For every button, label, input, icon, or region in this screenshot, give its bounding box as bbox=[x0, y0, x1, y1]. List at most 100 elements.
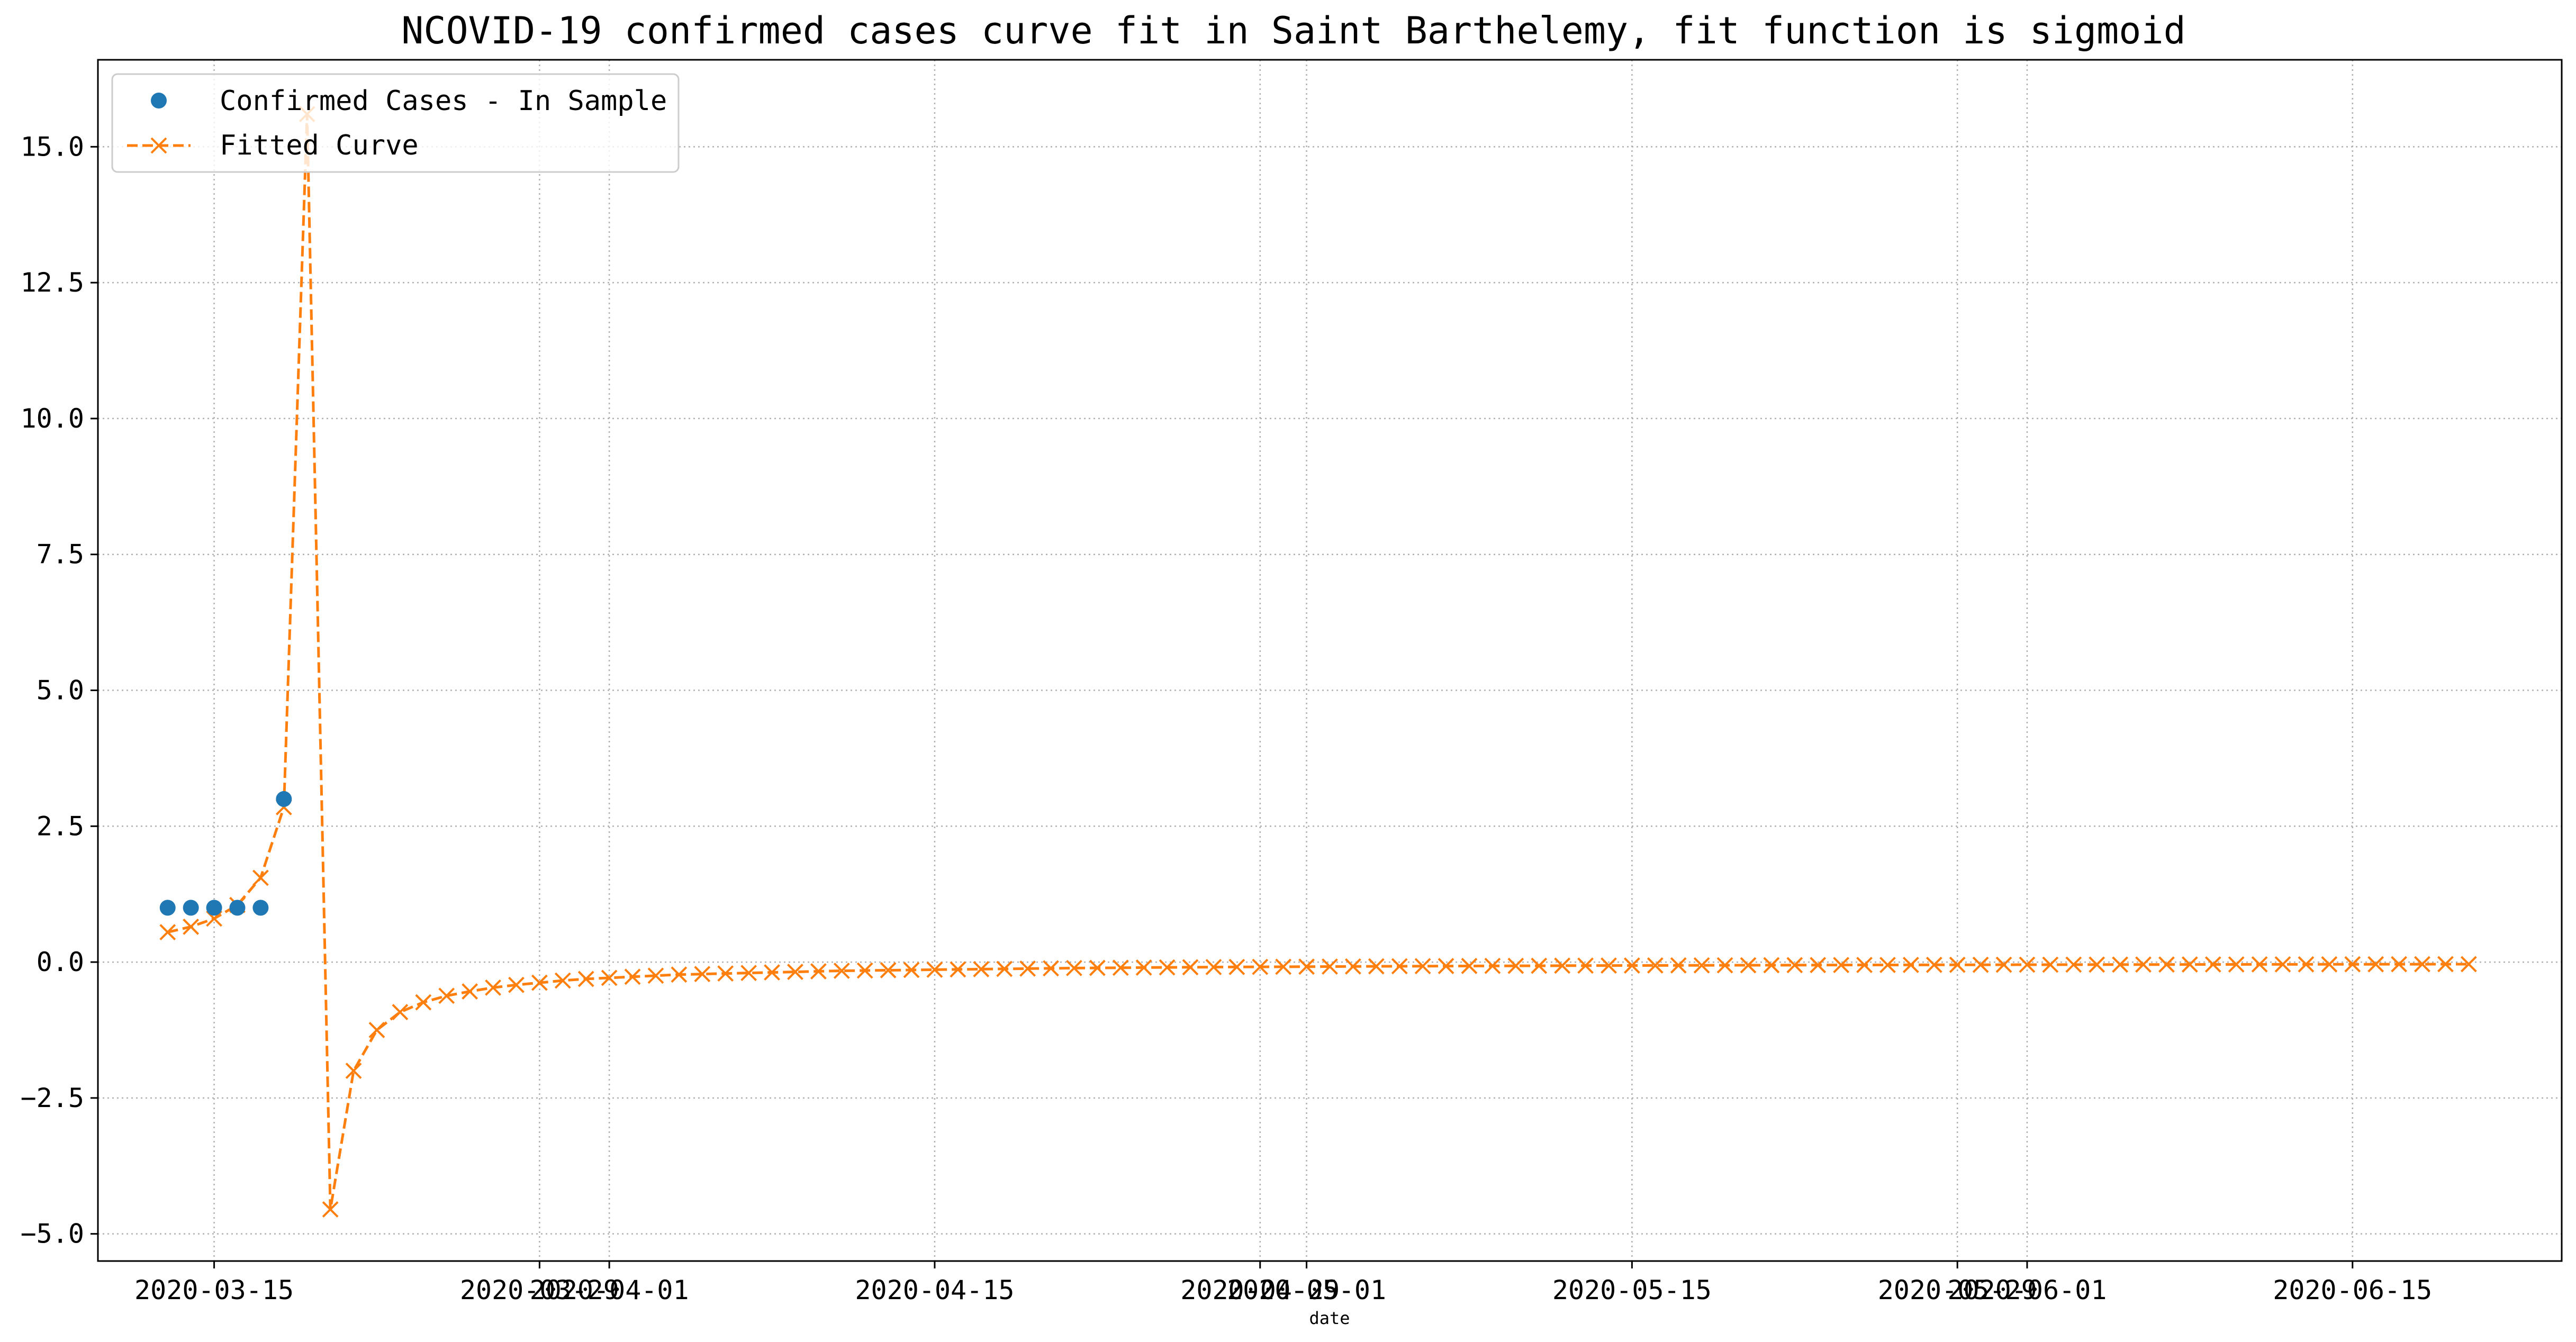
fitted-curve-point bbox=[856, 962, 873, 979]
y-tick-label: −5.0 bbox=[21, 1219, 84, 1249]
fitted-curve-point bbox=[1670, 957, 1687, 974]
fitted-curve-point bbox=[368, 1022, 385, 1038]
fitted-curve-point bbox=[1902, 956, 1919, 973]
legend-marker-observed bbox=[151, 93, 167, 108]
fitted-curve-point bbox=[1135, 959, 1152, 976]
y-tick-label: 12.5 bbox=[21, 267, 84, 298]
legend-box bbox=[111, 73, 680, 173]
fitted-curve-point bbox=[833, 963, 850, 979]
fitted-curve-point bbox=[647, 967, 664, 984]
fitted-curve-point bbox=[1391, 958, 1408, 975]
x-tick-label: 2020-05-01 bbox=[1227, 1275, 1386, 1305]
x-tick-label: 2020-06-01 bbox=[1947, 1275, 2107, 1305]
x-tick-label: 2020-05-15 bbox=[1552, 1275, 1712, 1305]
fitted-curve-point bbox=[1182, 959, 1199, 976]
fitted-curve-point bbox=[810, 963, 827, 980]
chart-title: NCOVID-19 confirmed cases curve fit in S… bbox=[401, 9, 2185, 52]
y-tick-label: 0.0 bbox=[37, 947, 84, 977]
legend-x-marker bbox=[150, 137, 167, 154]
y-tick-label: 10.0 bbox=[21, 403, 84, 434]
fitted-curve-point bbox=[1879, 957, 1896, 973]
x-axis-label: date bbox=[1309, 1308, 1350, 1328]
legend-label-fitted: Fitted Curve bbox=[220, 130, 419, 161]
fitted-curve-point bbox=[1577, 957, 1594, 974]
fitted-curve-point bbox=[2204, 956, 2221, 973]
fitted-curve-point bbox=[345, 1063, 362, 1079]
fitted-curve-point bbox=[2251, 956, 2268, 973]
fitted-curve-point bbox=[717, 965, 734, 982]
fitted-curve-point bbox=[996, 960, 1013, 977]
legend-marker-fitted bbox=[150, 137, 167, 154]
fitted-curve-point bbox=[740, 965, 757, 982]
fitted-curve-point bbox=[1019, 960, 1036, 977]
fitted-curve-point bbox=[1623, 957, 1640, 974]
fitted-curve-point bbox=[1322, 958, 1338, 975]
fitted-curve-point bbox=[1112, 959, 1129, 976]
fitted-curve-point bbox=[1298, 958, 1315, 975]
fitted-curve-point bbox=[1252, 958, 1269, 975]
fitted-curve-point bbox=[2460, 956, 2477, 973]
fitted-curve-point bbox=[2414, 956, 2430, 973]
fitted-curve-point bbox=[764, 964, 780, 981]
fitted-curve-point bbox=[1949, 956, 1966, 973]
fitted-curve-point bbox=[183, 918, 200, 935]
legend: Confirmed Cases - In Sample Fitted Curve bbox=[111, 73, 680, 173]
fitted-curve-point bbox=[577, 971, 594, 987]
confirmed-case-point bbox=[229, 900, 246, 916]
confirmed-case-point bbox=[183, 900, 199, 916]
fitted-curve-point bbox=[1926, 956, 1942, 973]
fitted-curve-point bbox=[1554, 957, 1571, 974]
fitted-curve-point bbox=[973, 961, 990, 977]
y-tick-label: 5.0 bbox=[37, 675, 84, 705]
fitted-curve-point bbox=[2391, 956, 2408, 973]
fitted-curve-point bbox=[1159, 959, 1176, 976]
fitted-curve-point bbox=[2158, 956, 2175, 973]
confirmed-case-point bbox=[252, 900, 269, 916]
y-tick-label: −2.5 bbox=[21, 1083, 84, 1113]
fitted-curve-point bbox=[1786, 957, 1803, 974]
fitted-curve-point bbox=[554, 972, 571, 989]
fitted-curve-point bbox=[1205, 959, 1222, 975]
fitted-curve-point bbox=[531, 974, 548, 991]
fitted-curve-point bbox=[2298, 956, 2315, 973]
fitted-curve-point bbox=[1066, 959, 1082, 976]
x-tick-label: 2020-05-29 bbox=[1878, 1275, 2037, 1305]
fitted-curve-point bbox=[1995, 956, 2012, 973]
fitted-curve-point bbox=[1275, 958, 1292, 975]
fitted-curve-point bbox=[1089, 959, 1106, 976]
plot-area-frame bbox=[97, 59, 2563, 1262]
fitted-curve-point bbox=[392, 1004, 409, 1020]
fitted-curve-point bbox=[2181, 956, 2198, 973]
confirmed-case-point bbox=[276, 791, 292, 807]
plot-series bbox=[159, 106, 2477, 1218]
fitted-curve-point bbox=[1740, 957, 1757, 974]
fitted-curve-point bbox=[252, 869, 269, 886]
fitted-curve-point bbox=[2042, 956, 2059, 973]
fitted-curve-point bbox=[880, 962, 897, 978]
fitted-curve-point bbox=[438, 987, 455, 1004]
legend-label-observed: Confirmed Cases - In Sample bbox=[220, 85, 667, 117]
fitted-curve-point bbox=[903, 962, 920, 978]
fitted-curve-point bbox=[1228, 958, 1245, 975]
fitted-curve-point bbox=[2065, 956, 2082, 973]
fitted-curve-point bbox=[462, 983, 478, 1000]
fitted-curve-point bbox=[2344, 956, 2361, 973]
fitted-curve-point bbox=[2274, 956, 2291, 973]
confirmed-case-point bbox=[206, 900, 222, 916]
fitted-curve-point bbox=[624, 968, 641, 985]
fitted-curve-point bbox=[1043, 960, 1059, 977]
fitted-curve-point bbox=[2367, 956, 2384, 973]
fitted-curve-point bbox=[601, 969, 618, 986]
fitted-curve-point bbox=[1368, 958, 1385, 975]
fitted-curve-point bbox=[1833, 957, 1850, 974]
fitted-curve-point bbox=[2228, 956, 2245, 973]
y-tick-label: 15.0 bbox=[21, 131, 84, 162]
fitted-curve-point bbox=[1531, 957, 1548, 974]
fitted-curve-point bbox=[1693, 957, 1710, 974]
x-tick-label: 2020-03-29 bbox=[460, 1275, 619, 1305]
fitted-curve-point bbox=[671, 966, 688, 983]
fitted-curve-point bbox=[1856, 957, 1873, 973]
x-tick-label: 2020-03-15 bbox=[134, 1275, 294, 1305]
